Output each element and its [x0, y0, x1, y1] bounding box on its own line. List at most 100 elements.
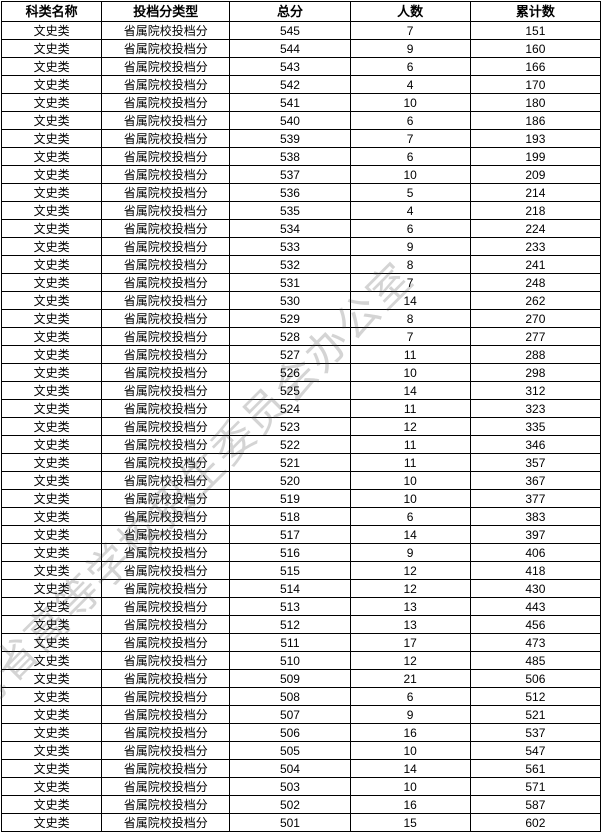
- table-row: 文史类省属院校投档分5346224: [2, 220, 601, 238]
- cell-subject: 文史类: [2, 508, 102, 526]
- table-header-row: 科类名称 投档分类型 总分 人数 累计数: [2, 2, 601, 22]
- cell-cum: 485: [470, 652, 600, 670]
- cell-type: 省属院校投档分: [102, 508, 230, 526]
- cell-score: 539: [230, 130, 350, 148]
- cell-count: 9: [350, 40, 470, 58]
- cell-cum: 443: [470, 598, 600, 616]
- table-row: 文史类省属院校投档分5287277: [2, 328, 601, 346]
- cell-subject: 文史类: [2, 130, 102, 148]
- table-row: 文史类省属院校投档分5079521: [2, 706, 601, 724]
- cell-score: 530: [230, 292, 350, 310]
- cell-subject: 文史类: [2, 454, 102, 472]
- cell-count: 10: [350, 490, 470, 508]
- table-row: 文史类省属院校投档分5436166: [2, 58, 601, 76]
- table-row: 文史类省属院校投档分50414561: [2, 760, 601, 778]
- table-row: 文史类省属院校投档分51512418: [2, 562, 601, 580]
- cell-cum: 406: [470, 544, 600, 562]
- table-row: 文史类省属院校投档分5397193: [2, 130, 601, 148]
- cell-subject: 文史类: [2, 652, 102, 670]
- cell-cum: 383: [470, 508, 600, 526]
- cell-subject: 文史类: [2, 778, 102, 796]
- cell-count: 9: [350, 238, 470, 256]
- cell-count: 7: [350, 274, 470, 292]
- table-row: 文史类省属院校投档分5086512: [2, 688, 601, 706]
- cell-count: 6: [350, 112, 470, 130]
- table-row: 文史类省属院校投档分54110180: [2, 94, 601, 112]
- cell-subject: 文史类: [2, 112, 102, 130]
- cell-subject: 文史类: [2, 94, 102, 112]
- cell-subject: 文史类: [2, 814, 102, 832]
- cell-subject: 文史类: [2, 256, 102, 274]
- cell-cum: 587: [470, 796, 600, 814]
- cell-type: 省属院校投档分: [102, 706, 230, 724]
- cell-type: 省属院校投档分: [102, 40, 230, 58]
- cell-subject: 文史类: [2, 310, 102, 328]
- cell-count: 14: [350, 292, 470, 310]
- cell-cum: 151: [470, 22, 600, 40]
- cell-type: 省属院校投档分: [102, 58, 230, 76]
- cell-type: 省属院校投档分: [102, 382, 230, 400]
- cell-score: 535: [230, 202, 350, 220]
- cell-score: 501: [230, 814, 350, 832]
- table-row: 文史类省属院校投档分5457151: [2, 22, 601, 40]
- cell-cum: 512: [470, 688, 600, 706]
- cell-count: 7: [350, 22, 470, 40]
- cell-score: 515: [230, 562, 350, 580]
- cell-count: 9: [350, 544, 470, 562]
- table-row: 文史类省属院校投档分5169406: [2, 544, 601, 562]
- cell-count: 12: [350, 580, 470, 598]
- cell-subject: 文史类: [2, 274, 102, 292]
- cell-count: 14: [350, 382, 470, 400]
- table-row: 文史类省属院校投档分52312335: [2, 418, 601, 436]
- cell-cum: 473: [470, 634, 600, 652]
- cell-type: 省属院校投档分: [102, 562, 230, 580]
- table-row: 文史类省属院校投档分52411323: [2, 400, 601, 418]
- cell-score: 544: [230, 40, 350, 58]
- cell-cum: 602: [470, 814, 600, 832]
- cell-cum: 357: [470, 454, 600, 472]
- cell-cum: 209: [470, 166, 600, 184]
- cell-cum: 241: [470, 256, 600, 274]
- cell-type: 省属院校投档分: [102, 778, 230, 796]
- cell-score: 503: [230, 778, 350, 796]
- cell-count: 12: [350, 562, 470, 580]
- cell-subject: 文史类: [2, 184, 102, 202]
- cell-subject: 文史类: [2, 526, 102, 544]
- cell-score: 520: [230, 472, 350, 490]
- cell-cum: 262: [470, 292, 600, 310]
- cell-subject: 文史类: [2, 238, 102, 256]
- cell-count: 10: [350, 364, 470, 382]
- cell-count: 17: [350, 634, 470, 652]
- cell-subject: 文史类: [2, 436, 102, 454]
- cell-score: 529: [230, 310, 350, 328]
- cell-score: 525: [230, 382, 350, 400]
- cell-count: 13: [350, 616, 470, 634]
- table-row: 文史类省属院校投档分50310571: [2, 778, 601, 796]
- cell-type: 省属院校投档分: [102, 112, 230, 130]
- cell-cum: 537: [470, 724, 600, 742]
- cell-score: 513: [230, 598, 350, 616]
- cell-count: 9: [350, 706, 470, 724]
- cell-cum: 323: [470, 400, 600, 418]
- cell-type: 省属院校投档分: [102, 796, 230, 814]
- cell-score: 540: [230, 112, 350, 130]
- cell-count: 10: [350, 166, 470, 184]
- cell-type: 省属院校投档分: [102, 580, 230, 598]
- cell-subject: 文史类: [2, 742, 102, 760]
- cell-type: 省属院校投档分: [102, 148, 230, 166]
- cell-count: 5: [350, 184, 470, 202]
- cell-score: 514: [230, 580, 350, 598]
- cell-cum: 160: [470, 40, 600, 58]
- cell-score: 531: [230, 274, 350, 292]
- cell-score: 517: [230, 526, 350, 544]
- table-row: 文史类省属院校投档分52010367: [2, 472, 601, 490]
- cell-subject: 文史类: [2, 22, 102, 40]
- cell-count: 6: [350, 148, 470, 166]
- cell-score: 545: [230, 22, 350, 40]
- table-row: 文史类省属院校投档分51910377: [2, 490, 601, 508]
- cell-type: 省属院校投档分: [102, 220, 230, 238]
- cell-count: 21: [350, 670, 470, 688]
- cell-subject: 文史类: [2, 400, 102, 418]
- cell-type: 省属院校投档分: [102, 652, 230, 670]
- cell-cum: 571: [470, 778, 600, 796]
